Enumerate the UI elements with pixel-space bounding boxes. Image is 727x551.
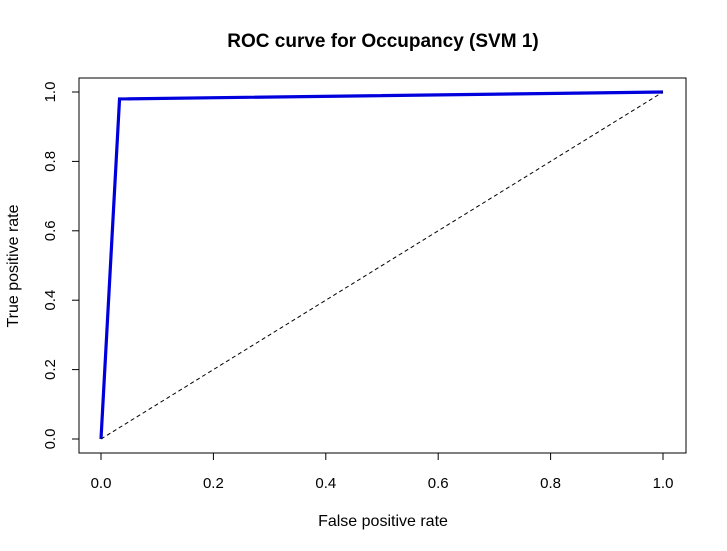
y-axis: 0.0 0.2 0.4 0.6 0.8 1.0 [42,82,80,450]
x-tick-label: 0.8 [540,475,561,492]
x-tick-label: 0.0 [91,475,112,492]
x-tick-label: 0.6 [428,475,449,492]
y-tick-label: 0.8 [42,151,59,172]
roc-curve-line [99,90,664,440]
series-layer [99,90,664,440]
x-axis-label: False positive rate [318,513,448,530]
y-axis-label: True positive rate [5,204,22,327]
chart-title: ROC curve for Occupancy (SVM 1) [227,31,538,52]
y-tick-label: 0.4 [42,290,59,311]
reference-diagonal-line [100,91,664,440]
x-tick-label: 0.4 [315,475,336,492]
y-tick-label: 0.0 [42,429,59,450]
y-tick-label: 1.0 [42,82,59,103]
y-tick-label: 0.6 [42,220,59,241]
x-axis: 0.0 0.2 0.4 0.6 0.8 1.0 [91,452,674,492]
y-tick-label: 0.2 [42,359,59,380]
x-tick-label: 0.2 [203,475,224,492]
x-tick-label: 1.0 [653,475,674,492]
